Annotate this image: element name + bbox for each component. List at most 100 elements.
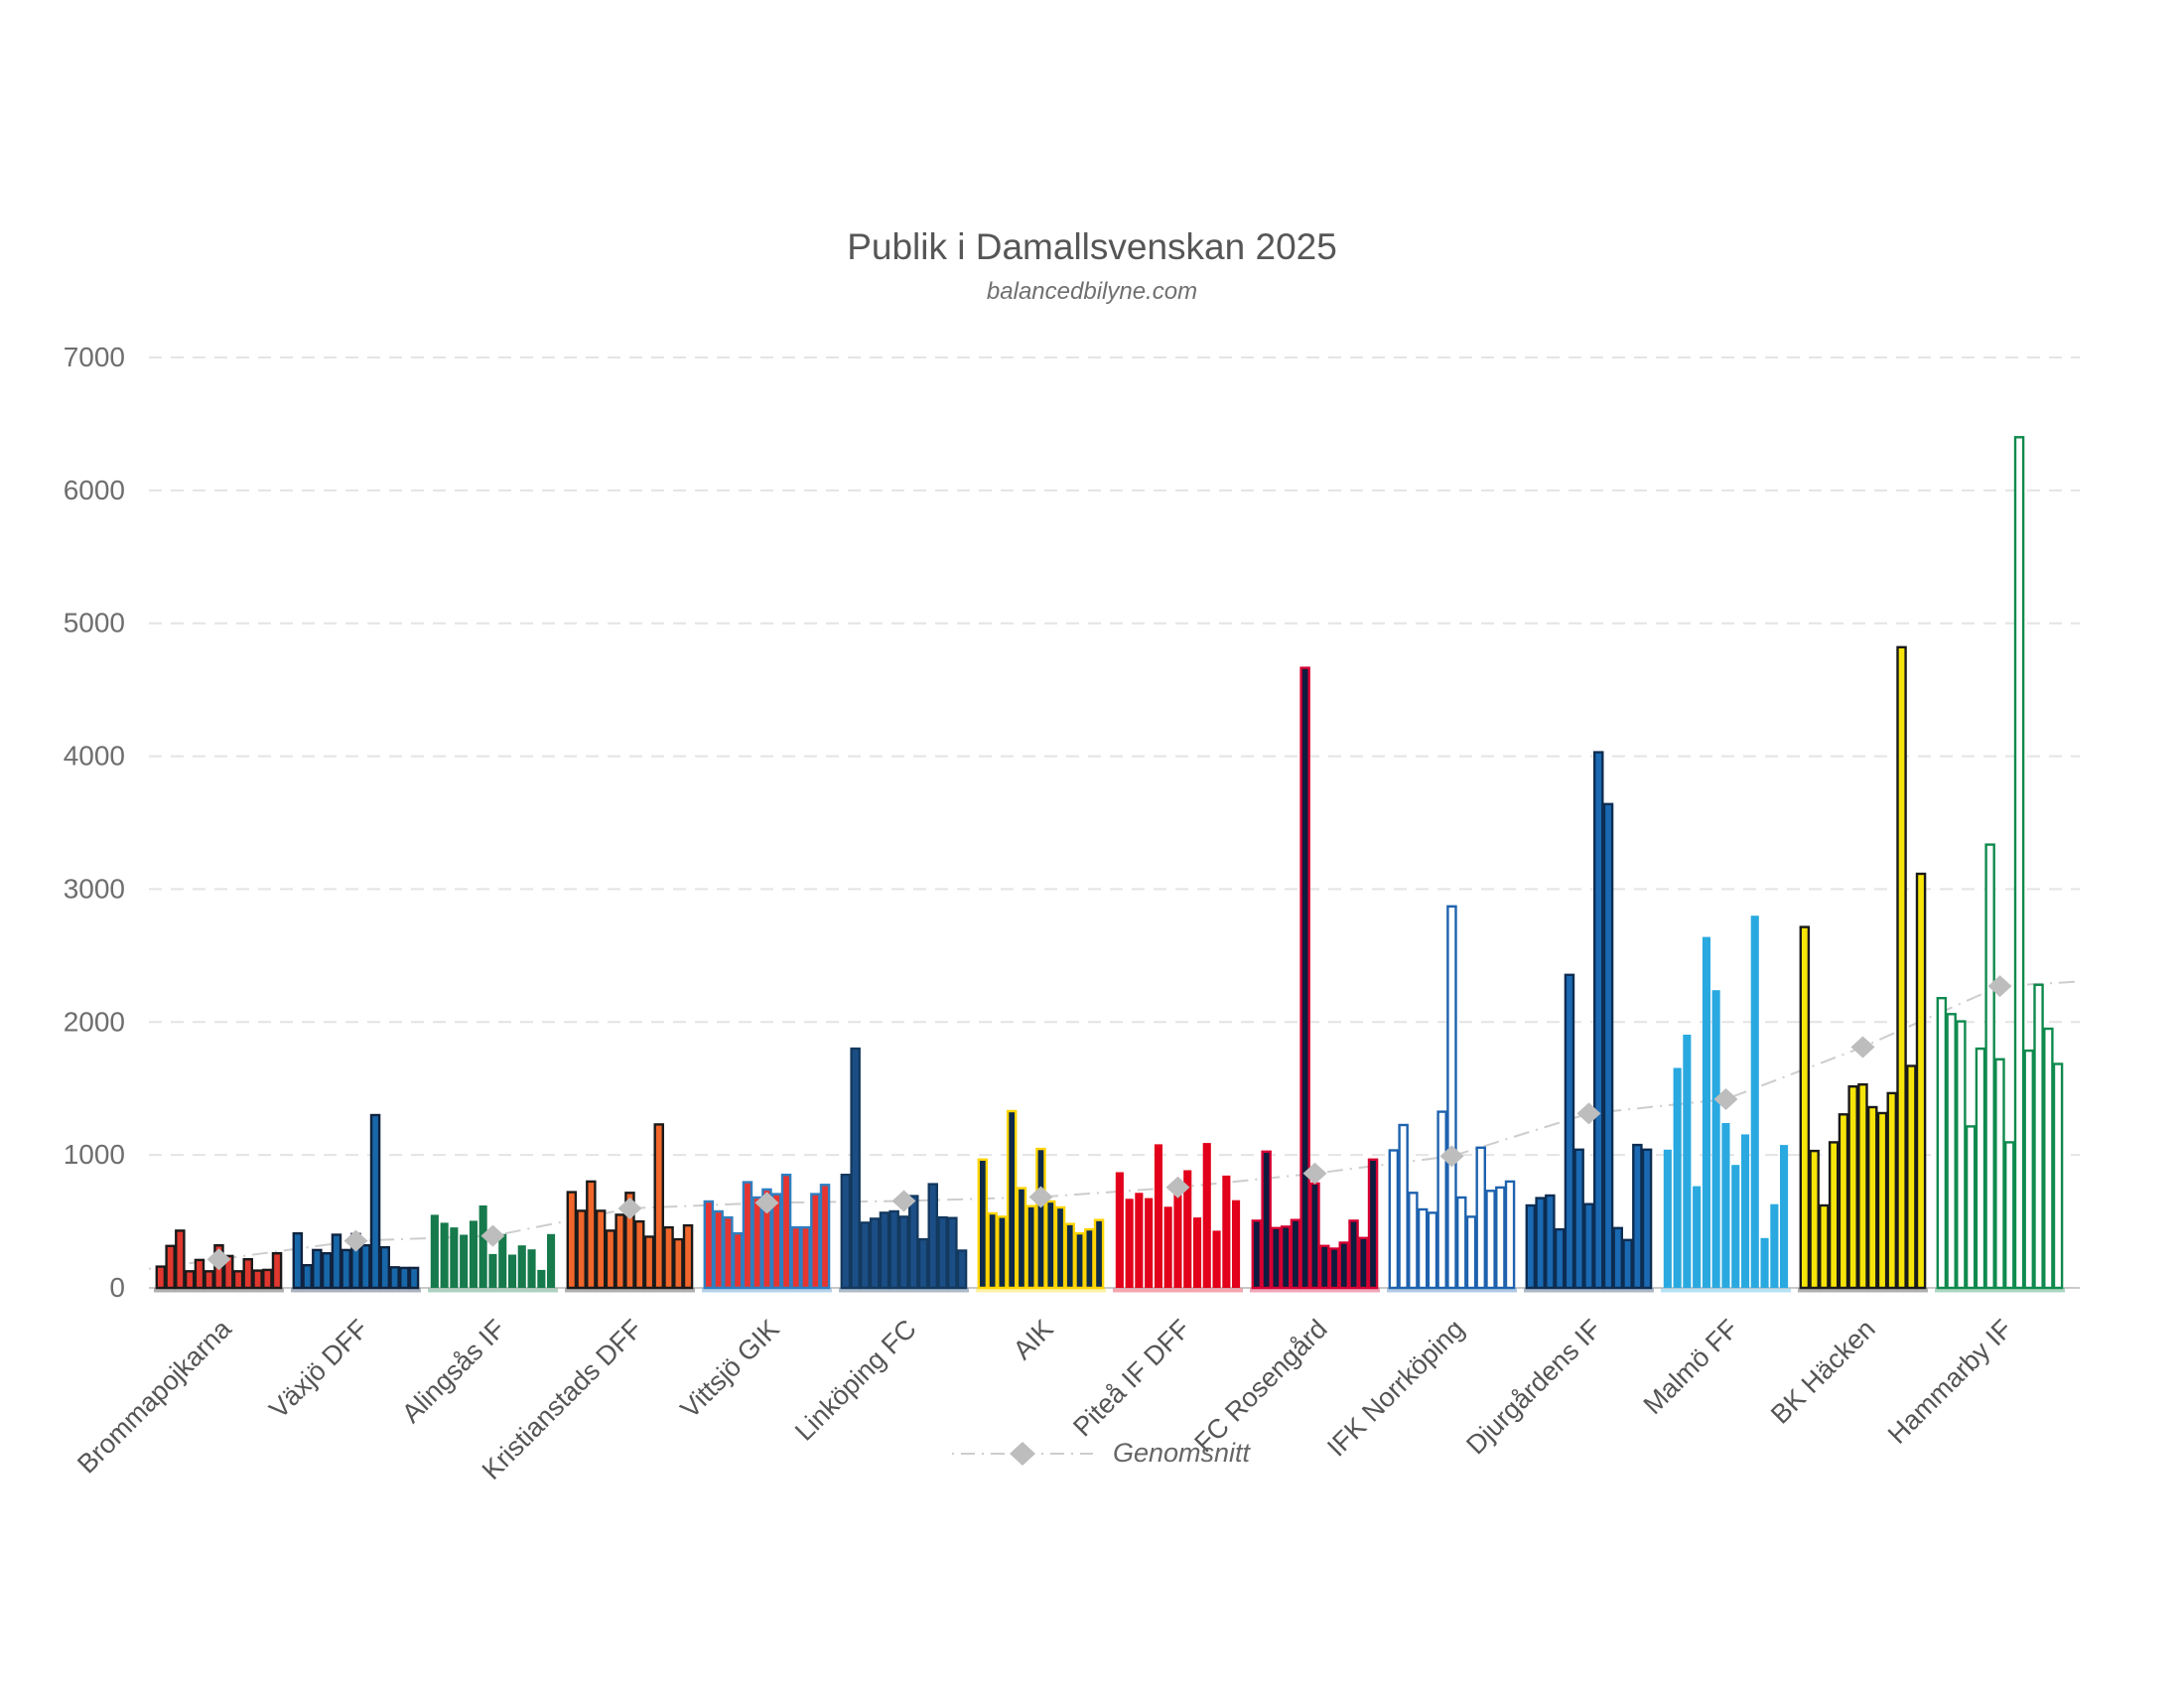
bar bbox=[184, 1270, 196, 1290]
average-diamond bbox=[1028, 1186, 1053, 1208]
baseline-strip bbox=[1387, 1288, 1517, 1293]
bar bbox=[194, 1258, 205, 1290]
bar bbox=[917, 1237, 929, 1290]
bar bbox=[252, 1269, 263, 1290]
x-tick-label: Växjö DFF bbox=[263, 1314, 373, 1424]
average-diamond bbox=[1302, 1162, 1327, 1185]
bar bbox=[460, 1234, 469, 1288]
legend: Genomsnitt bbox=[948, 1438, 1250, 1469]
bar bbox=[879, 1211, 890, 1290]
bar bbox=[242, 1257, 253, 1290]
bar bbox=[1876, 1111, 1888, 1290]
average-diamond bbox=[891, 1190, 916, 1212]
bar bbox=[771, 1193, 782, 1290]
legend-diamond-icon bbox=[1010, 1441, 1035, 1466]
bar bbox=[1222, 1175, 1231, 1288]
bar bbox=[634, 1219, 645, 1290]
team-group: IFK Norrköping bbox=[1321, 905, 1517, 1463]
bar bbox=[977, 1158, 989, 1290]
bar bbox=[1612, 1226, 1623, 1290]
bar bbox=[1721, 1123, 1730, 1288]
bar bbox=[1632, 1143, 1643, 1290]
average-diamond bbox=[1850, 1036, 1875, 1058]
bar bbox=[908, 1195, 919, 1290]
x-tick-label: AIK bbox=[1008, 1314, 1059, 1365]
bar bbox=[1984, 843, 1995, 1290]
bar bbox=[1475, 1146, 1486, 1290]
bar bbox=[312, 1248, 323, 1290]
bar bbox=[860, 1221, 871, 1290]
bar bbox=[1799, 925, 1811, 1290]
bar bbox=[682, 1223, 694, 1290]
bar bbox=[1663, 1149, 1672, 1288]
bar bbox=[1906, 1064, 1917, 1290]
baseline-strip bbox=[976, 1288, 1106, 1293]
bar bbox=[1857, 1082, 1868, 1290]
x-tick-label: IFK Norrköping bbox=[1321, 1314, 1470, 1463]
bar bbox=[1093, 1218, 1105, 1290]
bar bbox=[1838, 1113, 1849, 1290]
bar bbox=[761, 1188, 772, 1290]
bar bbox=[1299, 666, 1310, 1290]
baseline-strip bbox=[154, 1288, 284, 1293]
bar bbox=[379, 1245, 391, 1290]
bar bbox=[1622, 1238, 1633, 1290]
bar bbox=[1673, 1067, 1682, 1288]
bar bbox=[1455, 1196, 1467, 1290]
bar bbox=[1044, 1199, 1056, 1290]
bar bbox=[1271, 1226, 1282, 1290]
bar bbox=[1770, 1203, 1779, 1288]
bar bbox=[1915, 872, 1927, 1290]
y-tick-label: 2000 bbox=[64, 1006, 125, 1037]
baseline-strip bbox=[428, 1288, 558, 1293]
bar bbox=[2052, 1062, 2064, 1290]
bar bbox=[723, 1215, 734, 1290]
bar bbox=[1135, 1193, 1144, 1288]
bar bbox=[1750, 916, 1759, 1288]
bar bbox=[713, 1209, 724, 1290]
bar bbox=[800, 1225, 811, 1290]
bar bbox=[810, 1193, 821, 1290]
bar bbox=[1348, 1219, 1359, 1290]
bar bbox=[1465, 1215, 1477, 1290]
bar bbox=[1328, 1247, 1340, 1290]
page-subtitle: balancedbilyne.com bbox=[986, 278, 1198, 305]
y-tick-label: 3000 bbox=[64, 873, 125, 904]
bar bbox=[1683, 1035, 1692, 1288]
bar bbox=[2043, 1027, 2054, 1290]
bar bbox=[1367, 1158, 1379, 1290]
bar bbox=[673, 1237, 684, 1290]
average-diamond bbox=[1987, 975, 2012, 998]
bar bbox=[595, 1209, 607, 1290]
bar bbox=[1886, 1091, 1897, 1290]
bar bbox=[222, 1254, 234, 1290]
baseline-strip bbox=[839, 1288, 969, 1293]
bar bbox=[1994, 1058, 2005, 1290]
legend-average-marker bbox=[952, 1441, 1093, 1466]
x-tick-label: Hammarby IF bbox=[1882, 1314, 2018, 1450]
bar bbox=[271, 1251, 283, 1290]
bar bbox=[1525, 1203, 1537, 1290]
bar bbox=[663, 1225, 674, 1290]
bar bbox=[586, 1180, 597, 1290]
bar bbox=[537, 1269, 546, 1288]
bar bbox=[1946, 1013, 1957, 1290]
bar bbox=[1866, 1105, 1878, 1290]
bar bbox=[614, 1213, 625, 1290]
x-tick-label: Brommapojkarna bbox=[71, 1313, 237, 1479]
bar bbox=[302, 1263, 313, 1290]
bar bbox=[1084, 1227, 1095, 1290]
bar bbox=[927, 1183, 939, 1290]
bar bbox=[389, 1266, 400, 1290]
baseline-strip bbox=[1798, 1288, 1928, 1293]
bar bbox=[1780, 1145, 1789, 1288]
bar bbox=[1173, 1186, 1182, 1288]
team-group: BK Häcken bbox=[1765, 645, 1928, 1430]
bar bbox=[605, 1229, 616, 1290]
baseline-strip bbox=[1113, 1288, 1243, 1293]
bar bbox=[898, 1215, 909, 1290]
bar bbox=[1280, 1225, 1292, 1290]
bar bbox=[1975, 1047, 1986, 1290]
bar bbox=[498, 1233, 507, 1288]
